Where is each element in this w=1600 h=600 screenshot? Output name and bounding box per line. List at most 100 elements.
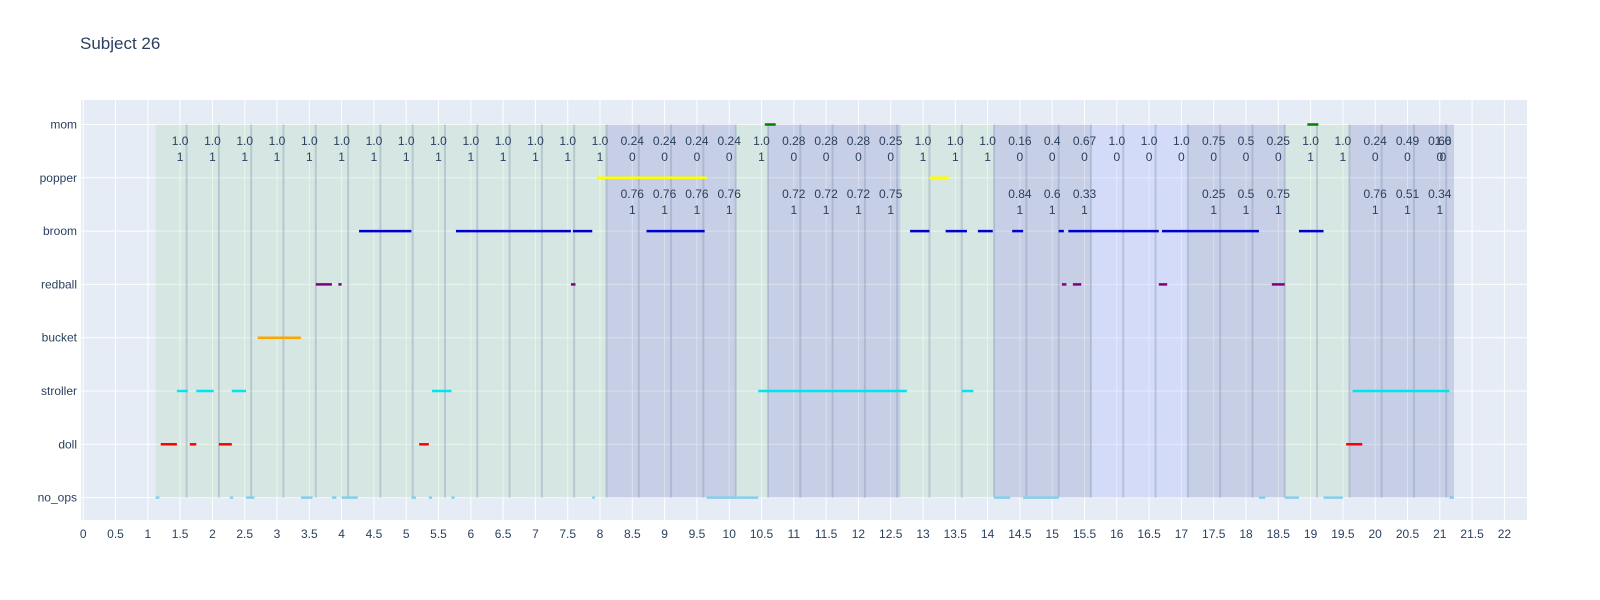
- mid-annotation-label: 1: [1404, 203, 1411, 217]
- top-annotation-score: 0.24: [621, 134, 645, 148]
- top-annotation-score: 1.0: [753, 134, 770, 148]
- mid-annotation-label: 1: [1049, 203, 1056, 217]
- top-annotation-score: 0.4: [1044, 134, 1061, 148]
- mid-annotation-label: 1: [1017, 203, 1024, 217]
- y-tick-label: doll: [58, 437, 77, 451]
- x-tick-label: 8: [597, 527, 604, 541]
- x-tick-label: 21: [1433, 527, 1447, 541]
- x-tick-label: 10.5: [750, 527, 774, 541]
- region-green: [735, 124, 768, 498]
- x-tick-label: 6.5: [495, 527, 512, 541]
- top-annotation-score: 1.0: [1435, 134, 1452, 148]
- region-dividers: [185, 124, 1448, 498]
- x-tick-label: 9: [661, 527, 668, 541]
- mid-annotation-label: 1: [694, 203, 701, 217]
- region-green: [155, 124, 607, 498]
- x-tick-label: 18: [1239, 527, 1253, 541]
- mid-annotation-label: 1: [1081, 203, 1088, 217]
- top-annotation-label: 1: [952, 150, 959, 164]
- top-annotation-score: 1.0: [1173, 134, 1190, 148]
- top-annotation-score: 0.25: [879, 134, 903, 148]
- top-annotation-score: 1.0: [333, 134, 350, 148]
- x-tick-label: 5.5: [430, 527, 447, 541]
- top-annotation-score: 1.0: [236, 134, 253, 148]
- top-annotation-score: 1.0: [1335, 134, 1352, 148]
- x-tick-label: 10: [723, 527, 737, 541]
- y-tick-label: mom: [50, 118, 77, 132]
- mid-annotation-score: 0.33: [1073, 187, 1097, 201]
- score-annotations: 1.0 1 1.0 1 1.0 1 1.0 1 1.0 1 1.0 1 1.0 1 1.0 1 1.0 1 1.0 1…: [172, 134, 1452, 217]
- x-tick-label: 19: [1304, 527, 1318, 541]
- top-annotation-label: 0: [1049, 150, 1056, 164]
- x-tick-label: 3: [274, 527, 281, 541]
- mid-annotation-label: 1: [823, 203, 830, 217]
- plot-background: [80, 100, 1527, 520]
- region-green: [1284, 124, 1350, 498]
- mid-annotation-label: 1: [855, 203, 862, 217]
- x-tick-label: 0: [80, 527, 87, 541]
- top-annotation-label: 1: [984, 150, 991, 164]
- top-annotation-score: 0.24: [653, 134, 677, 148]
- region-blue: [1187, 124, 1285, 498]
- top-annotation-score: 0.25: [1267, 134, 1291, 148]
- top-annotation-label: 0: [1081, 150, 1088, 164]
- top-annotation-label: 1: [758, 150, 765, 164]
- mid-annotation-score: 0.76: [718, 187, 742, 201]
- mid-annotation-score: 0.72: [814, 187, 838, 201]
- top-annotation-label: 1: [920, 150, 927, 164]
- x-tick-label: 20.5: [1396, 527, 1420, 541]
- x-tick-label: 7.5: [559, 527, 576, 541]
- top-annotation-score: 1.0: [204, 134, 221, 148]
- top-annotation-label: 0: [661, 150, 668, 164]
- y-tick-label: bucket: [42, 331, 78, 345]
- top-annotation-label: 0: [1440, 150, 1447, 164]
- top-annotation-label: 0: [823, 150, 830, 164]
- top-annotation-label: 0: [1146, 150, 1153, 164]
- top-annotation-score: 1.0: [915, 134, 932, 148]
- top-annotation-score: 1.0: [269, 134, 286, 148]
- top-annotation-label: 1: [435, 150, 442, 164]
- top-annotation-label: 1: [1340, 150, 1347, 164]
- mid-annotation-score: 0.76: [621, 187, 645, 201]
- top-annotation-score: 0.24: [1364, 134, 1388, 148]
- x-axis-ticks: 0 0.5 1 1.5 2 2.5 3 3.5 4 4.5 5 5.5 6 6.5 7 7.5 8 8.5 9 9.5…: [80, 527, 1511, 541]
- x-tick-label: 15: [1046, 527, 1060, 541]
- top-annotation-score: 1.0: [430, 134, 447, 148]
- x-tick-label: 13: [916, 527, 930, 541]
- x-tick-label: 13.5: [944, 527, 968, 541]
- mid-annotation-label: 1: [726, 203, 733, 217]
- top-annotation-label: 0: [1178, 150, 1185, 164]
- top-annotation-score: 1.0: [1108, 134, 1125, 148]
- top-annotation-label: 0: [855, 150, 862, 164]
- top-annotation-score: 1.0: [172, 134, 189, 148]
- region-blue: [767, 124, 901, 498]
- mid-annotation-score: 0.5: [1238, 187, 1255, 201]
- top-annotation-label: 0: [1017, 150, 1024, 164]
- top-annotation-label: 1: [532, 150, 539, 164]
- x-tick-label: 12: [852, 527, 866, 541]
- shaded-regions: [155, 124, 1455, 498]
- top-annotation-label: 1: [467, 150, 474, 164]
- x-tick-label: 14: [981, 527, 995, 541]
- top-annotation-score: 1.0: [398, 134, 415, 148]
- top-annotation-label: 1: [597, 150, 604, 164]
- x-tick-label: 16.5: [1137, 527, 1161, 541]
- mid-annotation-score: 0.75: [1267, 187, 1291, 201]
- x-tick-label: 4: [338, 527, 345, 541]
- top-annotation-label: 1: [564, 150, 571, 164]
- top-annotation-label: 0: [1404, 150, 1411, 164]
- top-annotation-label: 1: [209, 150, 216, 164]
- top-annotation-label: 1: [306, 150, 313, 164]
- mid-annotation-score: 0.34: [1428, 187, 1452, 201]
- y-tick-label: no_ops: [38, 491, 77, 505]
- x-tick-label: 1.5: [172, 527, 189, 541]
- mid-annotation-label: 1: [1436, 203, 1443, 217]
- top-annotation-score: 0.16: [1008, 134, 1032, 148]
- top-annotation-score: 1.0: [592, 134, 609, 148]
- mid-annotation-score: 0.76: [1364, 187, 1388, 201]
- top-annotation-score: 1.0: [366, 134, 383, 148]
- top-annotation-label: 1: [500, 150, 507, 164]
- top-annotation-score: 1.0: [979, 134, 996, 148]
- x-tick-label: 8.5: [624, 527, 641, 541]
